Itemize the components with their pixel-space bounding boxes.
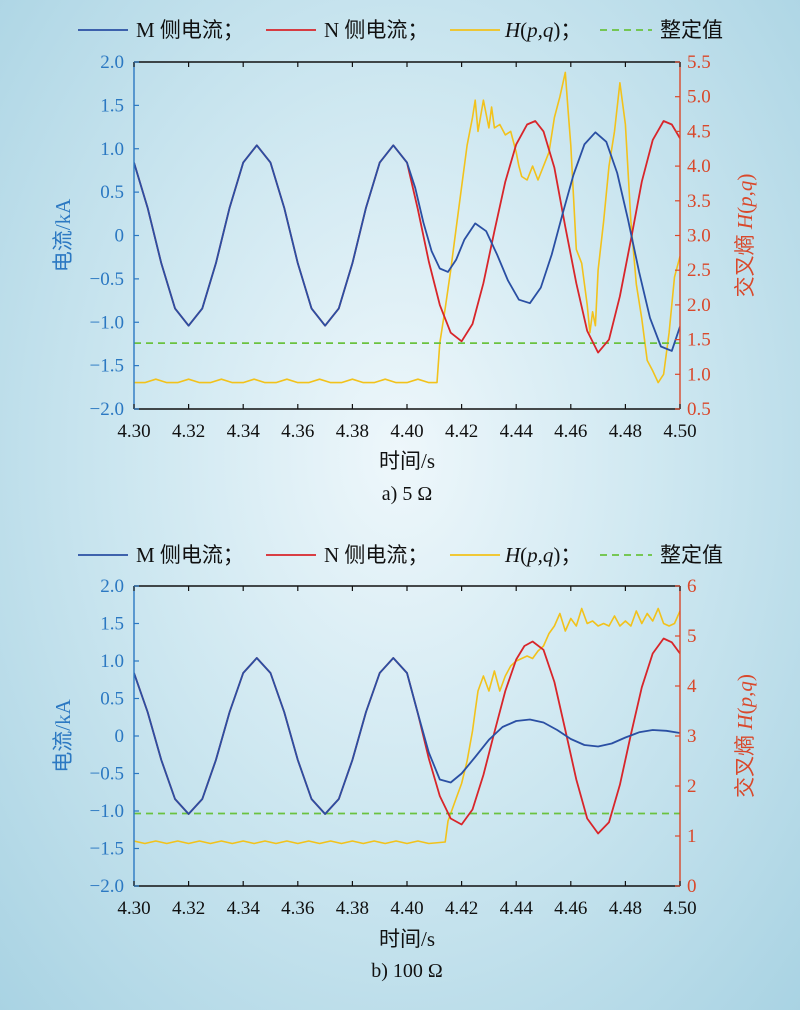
y-tick-label-0-6: −1.0 xyxy=(90,312,124,333)
x-tick-label-0-4: 4.38 xyxy=(336,421,369,442)
y-tick-label-1-0: 2.0 xyxy=(100,576,124,597)
x-tick-label-1-10: 4.50 xyxy=(663,898,696,919)
y2-tick-label-1-3: 3 xyxy=(687,726,697,747)
series-m-current-1 xyxy=(134,657,680,815)
y-tick-label-1-7: −1.5 xyxy=(90,839,124,860)
y2-axis-label-0: 交叉熵 H(p,q) xyxy=(733,174,757,298)
series-cross-entropy-1 xyxy=(134,607,680,845)
x-tick-label-1-1: 4.32 xyxy=(172,898,205,919)
x-tick-label-0-9: 4.48 xyxy=(609,421,642,442)
y2-tick-label-0-1: 5.0 xyxy=(687,87,711,108)
x-tick-label-1-2: 4.34 xyxy=(227,898,261,919)
x-tick-label-1-5: 4.40 xyxy=(390,898,423,919)
x-tick-label-0-7: 4.44 xyxy=(500,421,534,442)
y-tick-label-1-2: 1.0 xyxy=(100,651,124,672)
x-tick-label-1-4: 4.38 xyxy=(336,898,369,919)
panel-caption-0: a) 5 Ω xyxy=(382,483,432,505)
x-tick-label-1-9: 4.48 xyxy=(609,898,642,919)
x-tick-label-1-0: 4.30 xyxy=(117,898,150,919)
legend-label-h-1: H(p,q)； xyxy=(504,543,581,567)
y2-tick-label-0-7: 2.0 xyxy=(687,295,711,316)
y-tick-label-0-4: 0 xyxy=(115,226,125,247)
y2-tick-label-0-0: 5.5 xyxy=(687,52,711,73)
panel-caption-1: b) 100 Ω xyxy=(371,960,443,982)
x-tick-label-0-8: 4.46 xyxy=(554,421,587,442)
x-tick-label-1-6: 4.42 xyxy=(445,898,478,919)
legend-label-h-0: H(p,q)； xyxy=(504,18,581,42)
y2-tick-label-0-10: 0.5 xyxy=(687,399,711,420)
legend-label-m-1: M 侧电流； xyxy=(136,543,244,567)
y2-tick-label-0-9: 1.0 xyxy=(687,364,711,385)
x-tick-label-0-0: 4.30 xyxy=(117,421,150,442)
series-cross-entropy-0 xyxy=(134,71,680,384)
x-tick-label-0-1: 4.32 xyxy=(172,421,205,442)
y-tick-label-1-4: 0 xyxy=(115,726,125,747)
y2-tick-label-1-2: 4 xyxy=(687,676,697,697)
y-tick-label-0-1: 1.5 xyxy=(100,95,124,116)
legend-label-setting-0: 整定值 xyxy=(660,18,723,42)
plot-lines-0 xyxy=(134,71,680,384)
y2-tick-label-1-5: 1 xyxy=(687,826,697,847)
y-tick-label-0-3: 0.5 xyxy=(100,182,124,203)
y2-tick-label-0-5: 3.0 xyxy=(687,226,711,247)
legend-label-m-0: M 侧电流； xyxy=(136,18,244,42)
y-tick-label-1-6: −1.0 xyxy=(90,801,124,822)
y-tick-label-1-8: −2.0 xyxy=(90,876,124,897)
y-tick-label-0-2: 1.0 xyxy=(100,139,124,160)
x-tick-label-1-8: 4.46 xyxy=(554,898,587,919)
x-axis-label-0: 时间/s xyxy=(379,449,435,473)
x-tick-label-0-2: 4.34 xyxy=(227,421,261,442)
y-tick-label-1-5: −0.5 xyxy=(90,764,124,785)
y-tick-label-0-5: −0.5 xyxy=(90,269,124,290)
y-axis-label-1: 电流/kA xyxy=(51,698,75,772)
y-tick-label-1-3: 0.5 xyxy=(100,689,124,710)
y-tick-label-1-1: 1.5 xyxy=(100,614,124,635)
y2-tick-label-0-8: 1.5 xyxy=(687,330,711,351)
legend-label-setting-1: 整定值 xyxy=(660,543,723,567)
y2-tick-label-1-4: 2 xyxy=(687,776,697,797)
y2-tick-label-1-0: 6 xyxy=(687,576,697,597)
x-tick-label-1-7: 4.44 xyxy=(500,898,534,919)
series-m-current-0 xyxy=(134,131,680,352)
chart-panel-1: M 侧电流； N 侧电流； H(p,q)； 整定值 4.30 4.32 4.34 4.36 4.… xyxy=(51,543,757,982)
legend-label-n-0: N 侧电流； xyxy=(324,18,428,42)
chart-panel-0: M 侧电流； N 侧电流； H(p,q)； 整定值 4.30 4.32 4.34 4.36 4.… xyxy=(51,18,757,505)
plot-lines-1 xyxy=(134,607,680,845)
series-n-current-0 xyxy=(134,120,680,354)
x-tick-label-0-10: 4.50 xyxy=(663,421,696,442)
x-tick-label-1-3: 4.36 xyxy=(281,898,314,919)
y2-tick-label-0-4: 3.5 xyxy=(687,191,711,212)
y-axis-label-0: 电流/kA xyxy=(51,198,75,272)
x-tick-label-0-3: 4.36 xyxy=(281,421,314,442)
legend-label-n-1: N 侧电流； xyxy=(324,543,428,567)
y2-axis-label-1: 交叉熵 H(p,q) xyxy=(733,674,757,798)
x-tick-label-0-5: 4.40 xyxy=(390,421,423,442)
y2-tick-label-0-6: 2.5 xyxy=(687,260,711,281)
y-tick-label-0-0: 2.0 xyxy=(100,52,124,73)
y2-tick-label-1-1: 5 xyxy=(687,626,697,647)
y2-tick-label-1-6: 0 xyxy=(687,876,697,897)
series-n-current-1 xyxy=(134,637,680,835)
x-tick-label-0-6: 4.42 xyxy=(445,421,478,442)
y2-tick-label-0-2: 4.5 xyxy=(687,121,711,142)
y2-tick-label-0-3: 4.0 xyxy=(687,156,711,177)
y-tick-label-0-8: −2.0 xyxy=(90,399,124,420)
x-axis-label-1: 时间/s xyxy=(379,927,435,951)
y-tick-label-0-7: −1.5 xyxy=(90,356,124,377)
